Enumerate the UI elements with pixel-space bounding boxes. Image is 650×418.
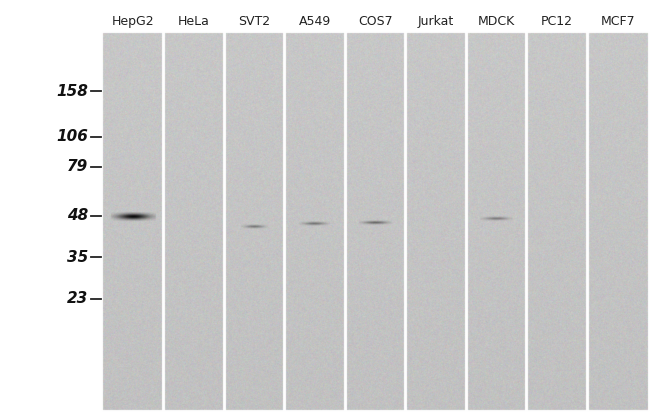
Text: HeLa: HeLa: [178, 15, 210, 28]
Text: 23: 23: [67, 291, 88, 306]
Text: 48: 48: [67, 208, 88, 223]
Text: COS7: COS7: [358, 15, 393, 28]
Text: SVT2: SVT2: [239, 15, 270, 28]
Text: MDCK: MDCK: [478, 15, 515, 28]
Text: HepG2: HepG2: [112, 15, 155, 28]
Text: Jurkat: Jurkat: [418, 15, 454, 28]
Text: PC12: PC12: [541, 15, 573, 28]
Text: MCF7: MCF7: [601, 15, 635, 28]
Text: 35: 35: [67, 250, 88, 265]
Text: 106: 106: [56, 129, 88, 144]
Text: A549: A549: [299, 15, 331, 28]
Text: 158: 158: [56, 84, 88, 99]
Text: 79: 79: [67, 159, 88, 174]
